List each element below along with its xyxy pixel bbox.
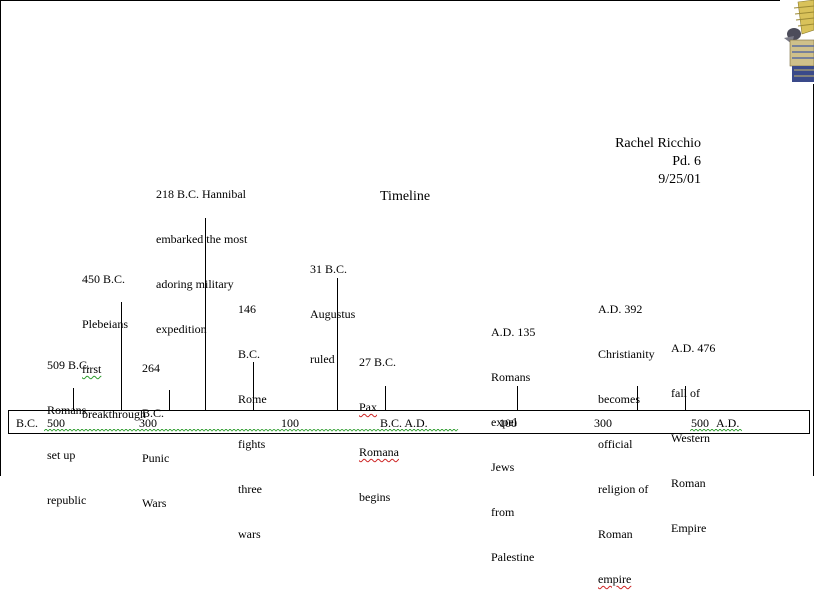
author-period: Pd. 6 (672, 154, 701, 169)
event-line: Western (671, 431, 711, 445)
event-line: A.D. 135 (491, 325, 536, 339)
tick-509-bc (73, 388, 74, 410)
event-line: expedition (156, 322, 207, 336)
event-line: set up (47, 448, 76, 462)
event-line: 31 B.C. (310, 262, 348, 276)
axis-label-500-ad: 500 (691, 416, 709, 430)
event-ad-392-label: A.D. 392 Christianity becomes official r… (598, 272, 655, 602)
tick-218-bc (205, 218, 206, 410)
event-line: republic (47, 493, 87, 507)
event-line: fights (238, 437, 266, 451)
axis-label-500-bc: 500 (47, 416, 65, 430)
proofing-squiggle-right (690, 429, 742, 432)
event-line: Rome (238, 392, 267, 407)
tick-ad-135 (517, 386, 518, 410)
event-line: expel (491, 415, 517, 429)
event-line: first (82, 362, 102, 376)
event-line: B.C. (238, 347, 261, 361)
tick-ad-392 (637, 386, 638, 410)
axis-label-100-ad: 100 (499, 416, 517, 430)
page-title: Timeline (380, 189, 431, 204)
tick-27-bc (385, 386, 386, 410)
event-line: 218 B.C. Hannibal (156, 187, 246, 201)
event-31-bc-label: 31 B.C. Augustus ruled (310, 232, 355, 382)
event-line: Augustus (310, 307, 356, 321)
event-line: Jews (491, 460, 515, 474)
event-line: wars (238, 527, 261, 541)
event-line: Christianity (598, 347, 655, 361)
event-line: Punic (142, 451, 170, 465)
tick-146-bc (253, 362, 254, 410)
event-line: official (598, 437, 633, 451)
event-line: A.D. 476 (671, 341, 716, 355)
event-450-bc-label: 450 B.C. Plebeians first breakthrough (82, 242, 146, 437)
timeline-axis-bar (8, 410, 810, 434)
event-line: adoring military (156, 277, 234, 291)
tick-264-bc (169, 390, 170, 410)
event-line: Roman (671, 476, 706, 490)
event-line: begins (359, 490, 391, 504)
frame-left-border (0, 0, 1, 476)
proofing-squiggle-left (44, 429, 459, 432)
author-date: 9/25/01 (658, 172, 701, 187)
axis-label-100-bc: 100 (281, 416, 299, 430)
axis-label-300-bc: 300 (139, 416, 157, 430)
axis-label-ad: A.D. (716, 416, 740, 430)
event-line: Palestine (491, 550, 535, 564)
event-line: becomes (598, 392, 640, 406)
event-line: 27 B.C. (359, 355, 397, 369)
event-line: Romana (359, 445, 399, 459)
event-line: Roman (598, 527, 633, 541)
event-line: Wars (142, 496, 167, 510)
event-line: ruled (310, 352, 335, 366)
event-218-bc-label: 218 B.C. Hannibal embarked the most ador… (156, 157, 247, 352)
author-name: Rachel Ricchio (615, 136, 701, 151)
frame-top-border (0, 0, 814, 1)
event-line: three (238, 482, 262, 496)
tick-450-bc (121, 302, 122, 410)
event-line: 450 B.C. (82, 272, 126, 286)
event-line: A.D. 392 (598, 302, 643, 316)
axis-label-bc: B.C. (16, 416, 39, 430)
event-line: Plebeians (82, 317, 128, 331)
event-line: Romans (491, 370, 531, 384)
event-line: Empire (671, 521, 707, 535)
axis-label-300-ad: 300 (594, 416, 612, 430)
event-line: empire (598, 572, 632, 586)
tick-ad-476 (685, 386, 686, 410)
event-line: fall of (671, 386, 700, 400)
winged-figure-clipart-icon (780, 0, 814, 84)
tick-31-bc (337, 278, 338, 410)
event-line: from (491, 505, 515, 519)
event-line: 264 (142, 361, 160, 375)
event-line: B.C. (142, 406, 165, 420)
axis-label-bc-ad: B.C. A.D. (380, 416, 428, 430)
event-ad-135-label: A.D. 135 Romans expel Jews from Palestin… (491, 295, 535, 580)
author-block: Rachel Ricchio Pd. 6 9/25/01 (560, 135, 701, 189)
event-line: religion of (598, 482, 649, 496)
event-line: embarked the most (156, 232, 248, 246)
event-line: 146 (238, 302, 256, 316)
event-line: 509 B.C. (47, 358, 91, 372)
